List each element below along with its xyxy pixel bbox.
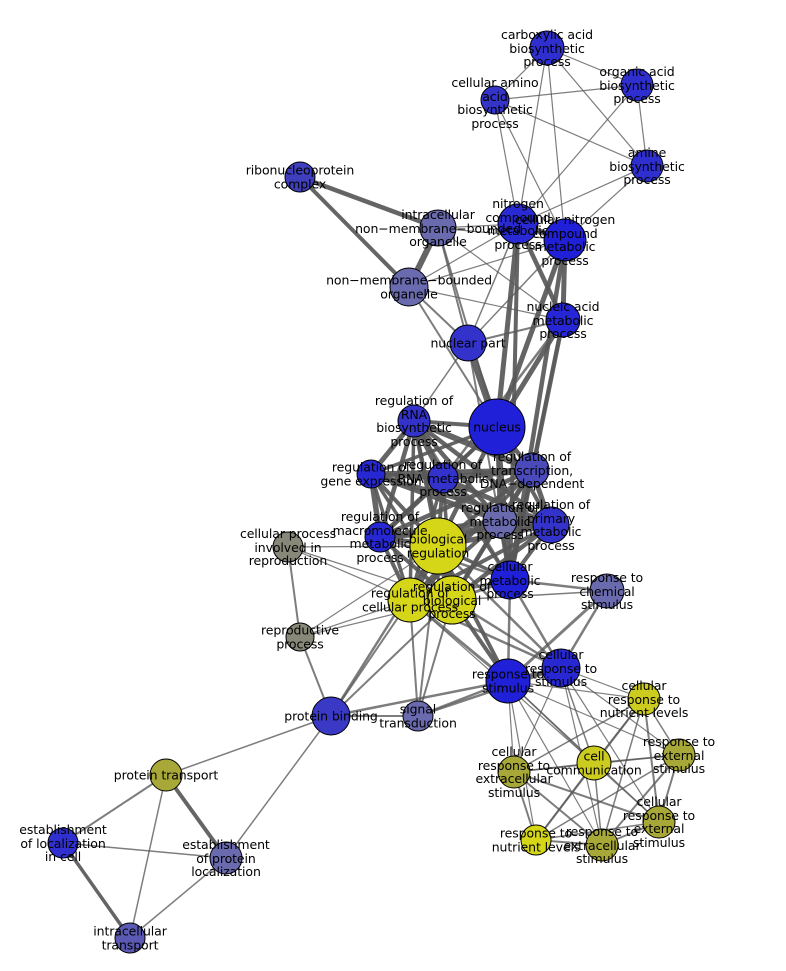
graph-edge [494,239,568,428]
graph-edge [560,667,680,756]
graph-node-regulation-of-primary-metabolic-process[interactable] [532,506,570,544]
graph-node-reproductive-process[interactable] [285,622,315,652]
graph-node-nucleic-acid-metabolic-process[interactable] [545,302,581,338]
graph-node-signal-transduction[interactable] [402,700,434,732]
graph-edge [330,679,509,718]
graph-edge [601,754,680,846]
graph-edge [408,286,564,321]
graph-node-cellular-metabolic-process[interactable] [490,560,530,600]
graph-node-intracellular-non-membrane-bounded-organelle[interactable] [419,209,457,247]
graph-node-response-to-stimulus[interactable] [485,658,531,704]
graph-edge [517,47,548,225]
graph-edge [165,715,332,776]
graph-node-cellular-nitrogen-compound-metabolic-process[interactable] [543,218,587,262]
graph-node-intracellular-transport[interactable] [114,922,146,954]
graph-edge [62,774,167,844]
graph-node-regulation-of-cellular-process[interactable] [387,577,433,623]
graph-node-cellular-response-to-nutrient-levels[interactable] [627,682,661,716]
graph-node-response-to-chemical-stimulus[interactable] [589,573,625,609]
graph-edge [437,227,564,321]
graph-edge [370,471,552,528]
graph-node-regulation-of-transcription-dna-dependent[interactable] [514,452,550,488]
graph-edge [546,47,566,241]
graph-node-cellular-process-involved-in-reproduction[interactable] [272,531,304,563]
graph-node-carboxylic-acid-biosynthetic-process[interactable] [529,30,565,66]
graph-node-non-membrane-bounded-organelle[interactable] [389,267,429,307]
graph-node-response-to-nutrient-levels[interactable] [520,824,552,856]
graph-node-protein-binding[interactable] [311,696,351,736]
graph-node-establishment-of-localization-in-cell[interactable] [47,827,79,859]
graph-edge [61,841,132,940]
graph-edge [517,84,638,225]
graph-node-regulation-of-metabolic-process[interactable] [482,503,518,539]
graph-edge [451,590,608,601]
graph-edge [467,239,566,344]
graph-node-nucleus[interactable] [468,398,526,456]
graph-edge [129,857,227,939]
graph-node-regulation-of-gene-expression[interactable] [356,459,386,489]
graph-edge [494,99,519,225]
graph-edge [417,545,439,717]
graph-edge [517,165,648,225]
graph-node-regulation-of-biological-process[interactable] [427,575,477,625]
graph-node-amine-biosynthetic-process[interactable] [630,149,664,183]
graph-edge [299,174,439,231]
graph-node-protein-transport[interactable] [149,758,183,792]
graph-node-cellular-amino-acid-biosynthetic-process[interactable] [480,85,510,115]
graph-edge [330,599,411,717]
graph-edge [494,84,638,101]
graph-node-regulation-of-rna-biosynthetic-process[interactable] [397,404,431,438]
graph-node-cellular-response-to-external-stimulus[interactable] [642,805,676,839]
graph-node-nuclear-part[interactable] [449,324,487,362]
graph-edge [494,223,521,428]
graph-node-response-to-external-stimulus[interactable] [662,738,696,772]
graph-edge [437,545,562,669]
graph-edge [298,175,411,289]
graph-edge [507,680,645,700]
graph-edge [601,698,645,846]
graph-node-ribonucleoprotein-complex[interactable] [284,161,316,193]
graph-edge [62,842,227,859]
graph-edge [129,774,167,939]
graph-node-cellular-response-to-extracellular-stimulus[interactable] [497,755,531,789]
graph-edge [513,771,660,823]
graph-edge [442,475,552,528]
graph-edge [164,773,228,860]
graph-edge [546,47,648,167]
graph-edge [442,319,564,479]
graph-edge [530,319,565,471]
graph-node-response-to-extracellular-stimulus[interactable] [585,828,619,862]
graph-edge [494,99,648,167]
graph-edge [535,754,680,841]
graph-edge [408,420,416,601]
graph-node-biological-regulation[interactable] [409,517,467,575]
graph-edge [412,418,534,473]
graph-edge [379,522,552,540]
graph-edge [507,680,603,846]
graph-edge [643,698,660,823]
graph-node-regulation-of-macromolecule-metabolic-process[interactable] [364,521,396,553]
graph-edge [329,545,440,717]
graph-edge [494,99,566,241]
graph-edge [467,223,519,344]
graph-node-cellular-response-to-stimulus[interactable] [541,648,581,688]
graph-node-cell-communication[interactable] [576,745,612,781]
graph-node-establishment-of-protein-localization[interactable] [209,841,243,875]
graph-node-regulation-of-rna-metabolic-process[interactable] [427,462,459,494]
graph-edge [513,698,645,773]
graph-node-organic-acid-biosynthetic-process[interactable] [620,68,654,102]
graph-edge [408,223,519,288]
graph-edge [225,715,332,859]
graph-node-nitrogen-compound-metabolic-process[interactable] [497,203,539,245]
